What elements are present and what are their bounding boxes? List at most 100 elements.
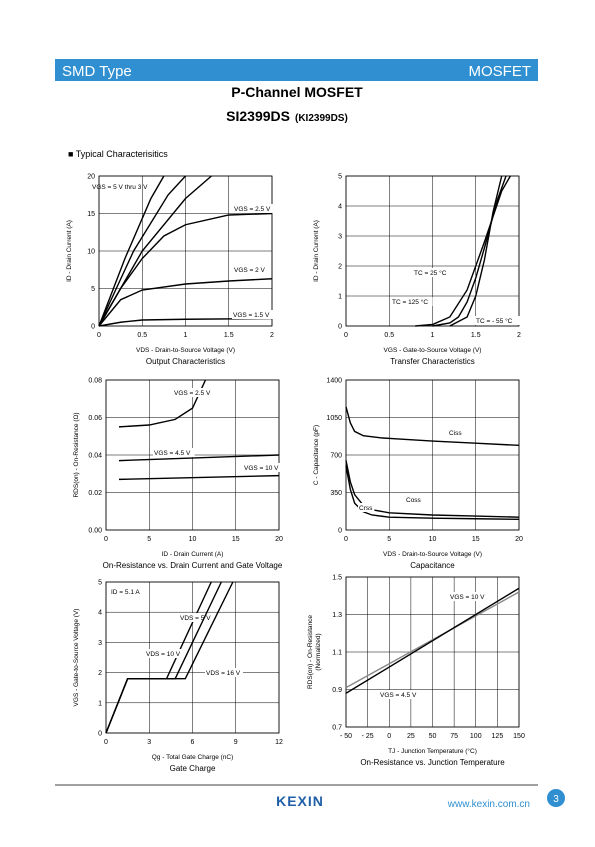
y-tick-label: 1400 <box>326 378 342 385</box>
x-tick-label: 3 <box>147 739 151 746</box>
y-axis-label: RDS(on) - On-Resistance <box>307 615 314 689</box>
x-tick-label: 1.5 <box>471 332 481 339</box>
series-line <box>432 175 507 327</box>
series-line <box>345 587 520 694</box>
series-label: VGS = 2.5 V <box>234 206 271 213</box>
y-tick-label: 0.04 <box>88 453 102 460</box>
x-tick-label: 12 <box>275 739 283 746</box>
y-tick-label: 3 <box>338 234 342 241</box>
series-label: VGS = 10 V <box>244 465 279 472</box>
label-bg <box>145 649 183 658</box>
label-bg <box>233 204 275 213</box>
series-line <box>98 317 273 327</box>
series-line <box>449 175 503 327</box>
x-tick-label: 75 <box>450 733 458 740</box>
x-tick-label: 1 <box>184 332 188 339</box>
series-label: VGS = 10 V <box>450 594 485 601</box>
series-label: TC = 25 °C <box>414 269 447 277</box>
header-bar <box>55 59 538 81</box>
label-bg <box>449 592 487 601</box>
x-tick-label: 2 <box>270 332 274 339</box>
y-tick-label: 0.02 <box>88 490 102 497</box>
y-tick-label: 0.7 <box>332 725 342 732</box>
series-line <box>118 474 280 481</box>
y-axis-label: VGS - Gate-to-Source Voltage (V) <box>73 609 80 707</box>
series-line <box>345 591 520 689</box>
y-tick-label: 0 <box>338 528 342 535</box>
y-tick-label: 1050 <box>326 415 342 422</box>
x-tick-label: 5 <box>147 536 151 543</box>
label-bg <box>243 463 281 472</box>
label-bg <box>153 448 195 457</box>
x-tick-label: 1 <box>431 332 435 339</box>
footer-logo: KEXIN <box>276 793 324 809</box>
chart-title: Output Characteristics <box>146 357 225 366</box>
doc-title: P-Channel MOSFET <box>231 84 363 100</box>
x-tick-label: - 50 <box>340 733 352 740</box>
x-tick-label: 0 <box>104 536 108 543</box>
x-axis-label: ID - Drain Current (A) <box>162 551 224 558</box>
series-label: VDS = 10 V <box>146 651 181 658</box>
y-tick-label: 0.9 <box>332 687 342 694</box>
header-right: MOSFET <box>469 63 532 80</box>
series-label: Coss <box>406 497 422 504</box>
series-line <box>118 379 207 428</box>
chart-title: On-Resistance vs. Drain Current and Gate… <box>103 561 283 570</box>
page-badge <box>547 789 565 807</box>
x-tick-label: 6 <box>191 739 195 746</box>
series-label: VGS = 2.5 V <box>174 390 211 397</box>
label-bg <box>413 268 451 277</box>
series-label: TC = - 55 °C <box>476 317 513 325</box>
label-bg <box>232 310 274 319</box>
part-alt: (KI2399DS) <box>295 113 348 124</box>
x-axis-label: Qg - Total Gate Charge (nC) <box>152 754 234 761</box>
section-title: ■ Typical Characterisitics <box>68 149 168 159</box>
x-tick-label: 0.5 <box>384 332 394 339</box>
y-axis-label: ID - Drain Current (A) <box>313 220 320 282</box>
x-tick-label: 5 <box>387 536 391 543</box>
series-label: VGS = 1.5 V <box>233 312 270 319</box>
x-tick-label: 50 <box>429 733 437 740</box>
label-bg <box>179 613 214 622</box>
y-tick-label: 350 <box>330 490 342 497</box>
series-line <box>98 278 273 327</box>
y-tick-label: 1.3 <box>332 612 342 619</box>
y-tick-label: 2 <box>98 670 102 677</box>
x-tick-label: 25 <box>407 733 415 740</box>
y-tick-label: 15 <box>87 211 95 218</box>
page-number: 3 <box>553 794 559 805</box>
y-tick-label: 5 <box>338 174 342 181</box>
x-tick-label: 0 <box>344 332 348 339</box>
chart-title: Transfer Characteristics <box>390 357 475 366</box>
label-bg <box>448 428 465 437</box>
x-axis-label: TJ - Junction Temperature (°C) <box>388 747 477 755</box>
y-tick-label: 0.00 <box>88 528 102 535</box>
x-tick-label: 0.5 <box>137 332 147 339</box>
y-tick-label: 700 <box>330 453 342 460</box>
label-bg <box>391 297 433 306</box>
x-tick-label: 125 <box>492 733 504 740</box>
x-tick-label: 2 <box>517 332 521 339</box>
x-tick-label: 0 <box>104 739 108 746</box>
x-axis-label: VDS - Drain-to-Source Voltage (V) <box>383 551 482 558</box>
series-line <box>118 454 280 462</box>
y-tick-label: 0 <box>338 324 342 331</box>
x-axis-label: VGS - Gate-to-Source Voltage (V) <box>384 347 482 354</box>
series-line <box>345 465 520 520</box>
x-tick-label: 0 <box>387 733 391 740</box>
label-bg <box>205 668 243 677</box>
y-tick-label: 0.06 <box>88 415 102 422</box>
x-tick-label: - 25 <box>362 733 374 740</box>
x-tick-label: 15 <box>472 536 480 543</box>
y-tick-label: 5 <box>91 286 95 293</box>
x-tick-label: 100 <box>470 733 482 740</box>
y-tick-label: 2 <box>338 264 342 271</box>
series-label: Crss <box>359 505 373 512</box>
label-bg <box>379 690 421 699</box>
label-bg <box>173 388 215 397</box>
y-tick-label: 1 <box>338 294 342 301</box>
y-tick-label: 1.1 <box>332 650 342 657</box>
x-tick-label: 150 <box>513 733 525 740</box>
series-line <box>105 581 234 734</box>
